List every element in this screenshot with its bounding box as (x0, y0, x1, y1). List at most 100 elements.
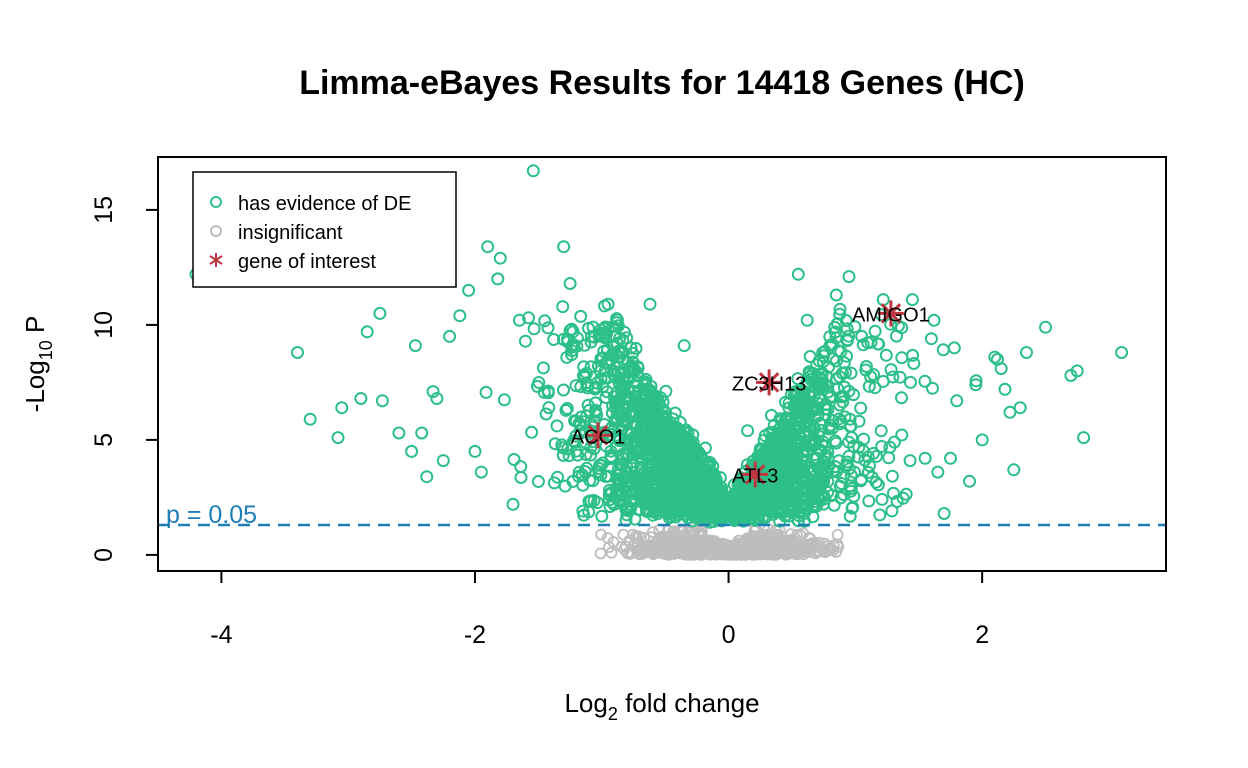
de-point (597, 344, 611, 358)
insignificant-point (605, 546, 618, 559)
de-point (623, 371, 637, 385)
de-point (791, 267, 805, 281)
insignificant-point (617, 528, 630, 541)
de-point (633, 445, 647, 459)
de-point (784, 485, 798, 499)
insignificant-point (831, 529, 844, 541)
x-tick-label: -4 (210, 621, 232, 649)
de-point (926, 381, 939, 395)
de-point (555, 438, 569, 452)
de-point (994, 362, 1008, 376)
de-point (931, 465, 945, 479)
p-threshold-label: p = 0.05 (166, 501, 257, 529)
de-point (643, 297, 657, 311)
de-point (666, 467, 679, 481)
de-points (189, 164, 1129, 529)
de-point (803, 350, 817, 363)
de-point (780, 469, 794, 483)
de-point (753, 442, 767, 456)
genes-of-interest: AMIGO1 ZC3H13 ACO1 ATL3 (571, 300, 930, 488)
de-point (462, 283, 476, 297)
gene-label: ZC3H13 (732, 373, 806, 395)
de-point (550, 419, 564, 433)
de-point (862, 459, 876, 473)
de-point (506, 497, 520, 511)
de-point (651, 422, 665, 436)
de-point (581, 381, 594, 395)
de-point (565, 344, 579, 358)
gene-of-interest-marker (585, 422, 611, 449)
de-point (868, 381, 882, 395)
de-point (606, 320, 620, 334)
de-point (512, 313, 526, 327)
de-point (405, 444, 419, 458)
de-point (541, 321, 555, 335)
x-axis: -4 -2 0 2 (210, 571, 989, 649)
y-axis-label: -Log10 P (20, 316, 56, 413)
de-point (531, 475, 545, 488)
de-point (602, 488, 616, 501)
insignificant-point (763, 531, 776, 544)
de-point (681, 511, 695, 525)
de-point (514, 471, 528, 484)
de-point (636, 474, 650, 488)
de-point (569, 414, 583, 428)
de-point (453, 309, 467, 323)
de-point (611, 350, 625, 364)
de-point (624, 409, 638, 423)
legend-box (192, 171, 457, 288)
de-point (436, 454, 450, 468)
de-point (547, 476, 561, 490)
de-point (631, 361, 645, 375)
insignificant-point (595, 528, 607, 541)
de-point (360, 325, 374, 339)
de-point (1003, 405, 1017, 419)
de-point (526, 164, 540, 178)
insignificant-point (771, 545, 783, 558)
de-point (612, 375, 626, 389)
de-point (847, 489, 861, 503)
de-point (1077, 431, 1091, 445)
de-point (479, 385, 493, 399)
de-point (875, 440, 889, 453)
de-point (542, 401, 556, 415)
insignificant-point (830, 546, 843, 558)
de-point (605, 406, 619, 420)
de-point (741, 424, 755, 438)
de-point (676, 444, 690, 458)
de-point (331, 431, 345, 445)
de-point (815, 487, 829, 501)
insignificant-point (791, 529, 803, 541)
de-point (607, 498, 621, 511)
de-point (614, 494, 627, 508)
de-point (836, 470, 850, 484)
de-point (576, 504, 590, 518)
legend-de-label: has evidence of DE (238, 193, 411, 215)
de-point (803, 396, 817, 410)
de-point (803, 460, 817, 474)
de-point (906, 348, 920, 362)
de-point (874, 424, 888, 438)
de-point (895, 351, 909, 365)
de-point (998, 382, 1012, 396)
de-point (655, 473, 669, 487)
de-point (918, 451, 932, 465)
de-point (787, 421, 801, 435)
de-point (639, 372, 653, 386)
de-point (834, 345, 848, 359)
de-point (844, 366, 858, 380)
de-point (674, 480, 688, 494)
de-point (937, 507, 951, 520)
gene-label: ATL3 (732, 465, 778, 487)
de-point (677, 339, 691, 353)
insignificant-point (697, 545, 709, 558)
de-point (656, 433, 670, 447)
de-point (988, 350, 1002, 364)
de-point (574, 309, 588, 323)
de-point (1020, 346, 1033, 359)
de-point (711, 485, 725, 499)
de-point (681, 473, 695, 487)
de-point (879, 348, 893, 362)
de-point (852, 440, 866, 454)
de-point (539, 407, 553, 421)
